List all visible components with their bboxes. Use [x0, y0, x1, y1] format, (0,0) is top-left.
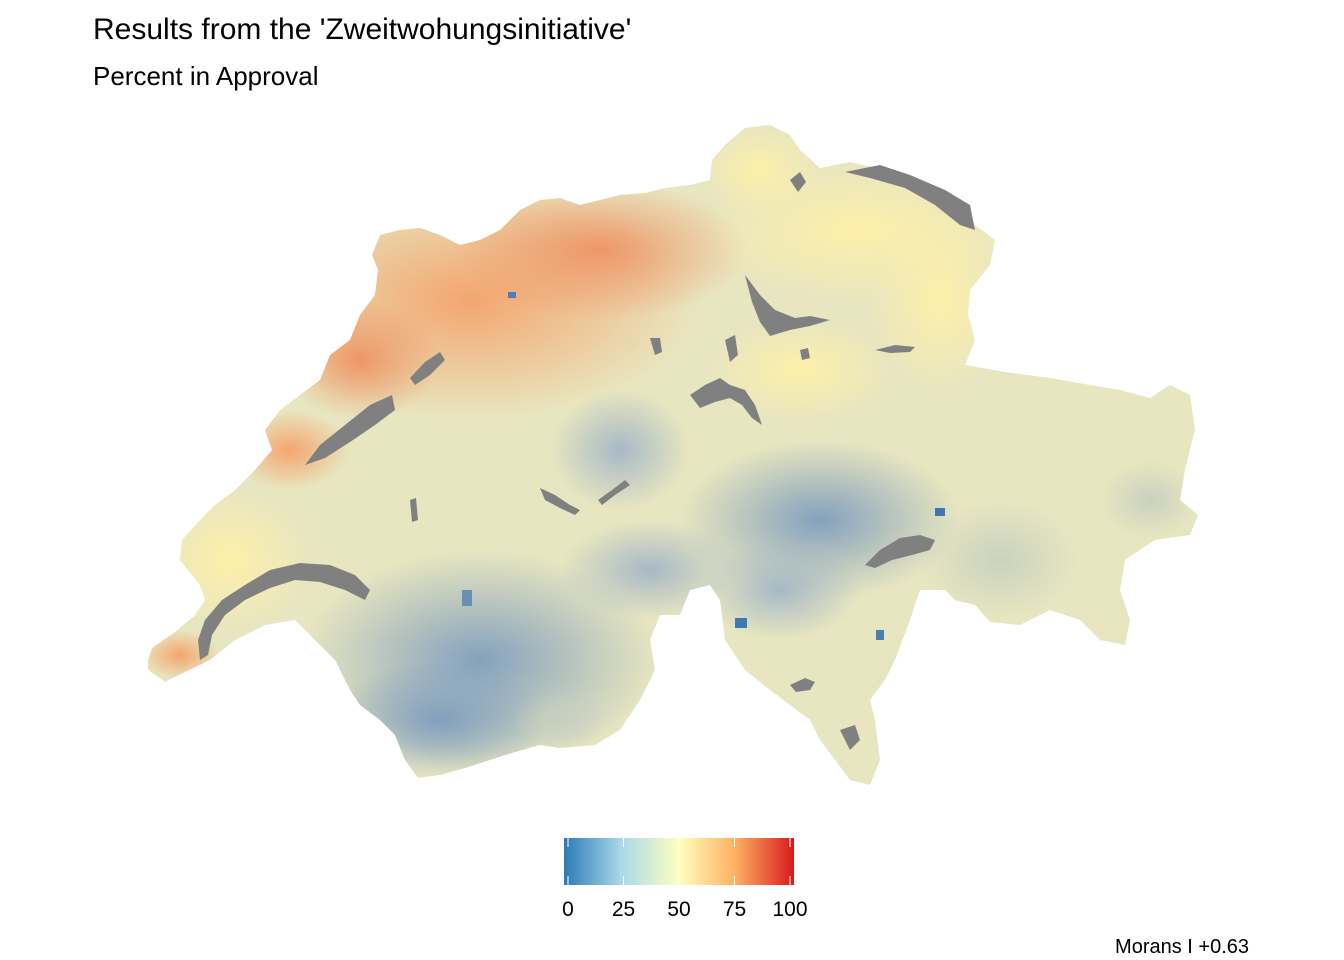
legend-colorbar: [564, 838, 794, 885]
chart-title: Results from the 'Zweitwohungsinitiative…: [93, 13, 632, 46]
legend-tick-label: 75: [722, 898, 747, 921]
legend-tick-label: 50: [667, 898, 691, 921]
chart-subtitle: Percent in Approval: [93, 61, 319, 91]
legend-tick-label: 25: [611, 898, 636, 921]
morans-i-caption: Morans I +0.63: [1115, 936, 1249, 958]
legend-tick-label: 0: [562, 898, 574, 921]
municipality-fill: [148, 125, 1198, 785]
legend-tick-label: 100: [772, 898, 808, 921]
lakes: [198, 165, 975, 750]
